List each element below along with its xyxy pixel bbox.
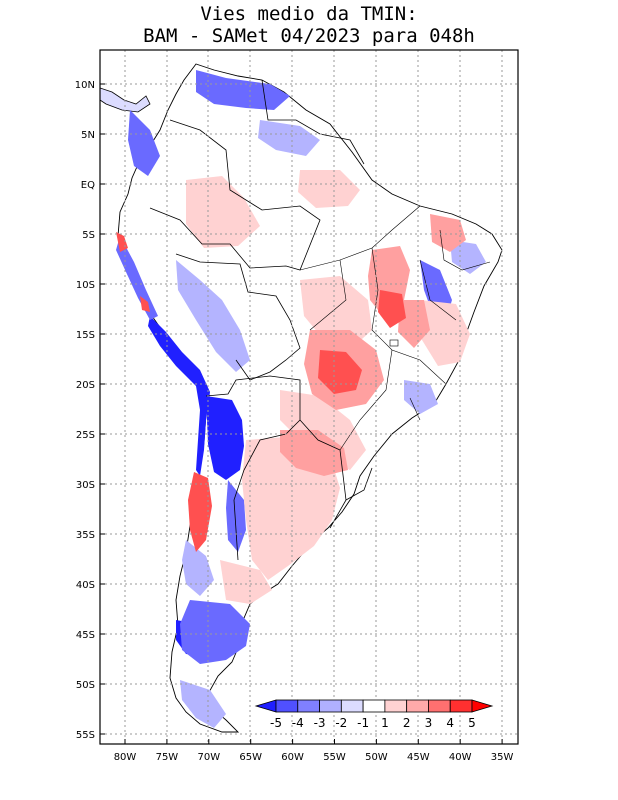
- lon-tick-label: 45W: [407, 752, 430, 763]
- lon-tick-label: 40W: [449, 752, 472, 763]
- lon-tick-label: 50W: [365, 752, 388, 763]
- colorbar-swatch: [362, 699, 386, 713]
- colorbar-label: -3: [314, 716, 326, 730]
- lat-tick-label: 10S: [76, 280, 95, 291]
- lat-tick-label: 50S: [76, 680, 95, 691]
- map-title-line1: Vies medio da TMIN:: [200, 3, 418, 25]
- colorbar-label: 1: [381, 716, 389, 730]
- lat-tick-label: 40S: [76, 580, 95, 591]
- lat-tick-label: 5S: [82, 230, 95, 241]
- lon-tick-label: 80W: [114, 752, 137, 763]
- colorbar-label: 5: [468, 716, 476, 730]
- lat-tick-label: EQ: [81, 180, 95, 191]
- lat-tick-label: 20S: [76, 380, 95, 391]
- lat-tick-label: 5N: [81, 130, 95, 141]
- lat-tick-label: 15S: [76, 330, 95, 341]
- state-borders: [299, 205, 491, 451]
- map-field: [100, 63, 503, 733]
- lat-tick-label: 35S: [76, 530, 95, 541]
- colorbar-label: 2: [403, 716, 411, 730]
- longitude-axis: 80W 75W 70W 65W 60W 55W 50W 45W 40W 35W: [114, 739, 514, 763]
- colorbar-swatch: [428, 699, 451, 713]
- lat-tick-label: 10N: [75, 80, 95, 91]
- colorbar-swatch: [340, 699, 364, 713]
- colorbar-label: -2: [335, 716, 347, 730]
- colorbar-max-arrow: [471, 699, 494, 713]
- colorbar-swatch: [384, 699, 408, 713]
- colorbar-swatch: [275, 699, 299, 713]
- colorbar-swatch: [449, 699, 473, 713]
- colorbar-label: 4: [446, 716, 454, 730]
- lat-tick-label: 45S: [76, 630, 95, 641]
- lon-tick-label: 55W: [323, 752, 346, 763]
- colorbar-swatch: [297, 699, 320, 713]
- colorbar-label: -1: [357, 716, 369, 730]
- latitude-axis: 10N 5N EQ 5S 10S 15S 20S 25S 30S 35S 40S 45S 50S 55S: [75, 80, 105, 741]
- colorbar-swatch: [406, 699, 429, 713]
- map-frame: [99, 49, 519, 745]
- lon-tick-label: 60W: [281, 752, 304, 763]
- positive-anomaly-strong: [116, 232, 406, 552]
- lon-tick-label: 70W: [197, 752, 220, 763]
- colorbar-label: 3: [425, 716, 433, 730]
- positive-anomaly-weak: [186, 170, 470, 604]
- lon-tick-label: 75W: [156, 752, 179, 763]
- country-borders: [149, 79, 373, 561]
- colorbar-label: -5: [270, 716, 282, 730]
- lat-tick-label: 55S: [76, 730, 95, 741]
- central-america-land: [100, 87, 151, 113]
- lon-tick-label: 35W: [491, 752, 514, 763]
- lon-tick-label: 65W: [239, 752, 262, 763]
- lat-tick-label: 30S: [76, 480, 95, 491]
- colorbar-label: -4: [292, 716, 304, 730]
- map-title-line2: BAM - SAMet 04/2023 para 048h: [143, 25, 475, 47]
- colorbar: -5 -4 -3 -2 -1 1 2 3 4 5: [254, 699, 494, 730]
- graticule: [100, 50, 518, 744]
- lat-tick-label: 25S: [76, 430, 95, 441]
- colorbar-swatch: [319, 699, 342, 713]
